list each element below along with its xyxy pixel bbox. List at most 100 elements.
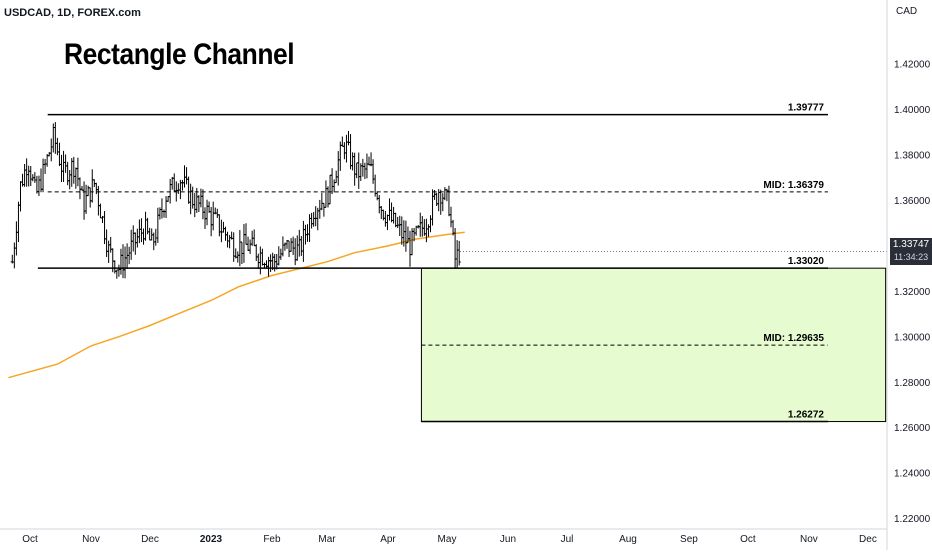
ohlc-bar [324, 180, 328, 208]
ohlc-bar [131, 225, 135, 252]
x-tick-label: Dec [859, 534, 877, 545]
ohlc-bar [223, 226, 228, 241]
ohlc-bar [27, 165, 31, 187]
ohlc-bar [457, 240, 461, 266]
ohlc-bar [355, 162, 359, 179]
ohlc-bar [258, 246, 262, 275]
ohlc-bar [186, 176, 191, 204]
ohlc-bar [164, 196, 168, 218]
ohlc-bar [18, 181, 23, 212]
ohlc-bar [182, 165, 187, 188]
ohlc-bar [207, 201, 211, 213]
ohlc-bar [260, 248, 264, 266]
ohlc-bar [297, 229, 301, 257]
x-tick-label: Nov [82, 534, 100, 545]
ohlc-bar [408, 230, 412, 267]
y-tick-label: 1.22000 [894, 514, 931, 525]
level-label: MID: 1.36379 [763, 180, 824, 191]
ohlc-bar [141, 228, 146, 245]
ohlc-bar [396, 216, 400, 229]
ohlc-bar [238, 230, 242, 267]
ohlc-bar [389, 202, 394, 223]
ohlc-bar [346, 130, 351, 146]
ohlc-bar [447, 185, 451, 217]
level-line-group: MID: 1.29635 [421, 333, 828, 346]
ohlc-bar [225, 231, 230, 248]
ohlc-bar [135, 228, 139, 248]
ohlc-bar [242, 224, 246, 263]
ohlc-bar [55, 137, 59, 156]
ohlc-bar [16, 201, 21, 243]
ohlc-bar [287, 240, 291, 257]
channel-levels[interactable]: 1.39777 MID: 1.36379 1.33020 MID: 1.29635 1.… [37, 103, 887, 423]
ohlc-bar [426, 224, 431, 237]
ohlc-bar [217, 214, 221, 237]
ohlc-bar [353, 152, 357, 186]
ohlc-bar [107, 240, 111, 263]
ohlc-bar [139, 218, 144, 243]
ohlc-bar [168, 178, 172, 204]
ohlc-bar [191, 186, 195, 209]
ohlc-bar [449, 206, 453, 228]
ohlc-bar [78, 177, 82, 200]
ohlc-bar [268, 254, 273, 272]
ohlc-bar [98, 203, 103, 219]
ohlc-bar [68, 169, 72, 190]
ohlc-bar [336, 151, 340, 186]
ohlc-bar [219, 219, 223, 243]
x-tick-label: Dec [141, 534, 159, 545]
ohlc-bar [385, 214, 390, 231]
ohlc-bar [281, 236, 285, 257]
ohlc-bar [418, 212, 422, 237]
ohlc-bar [328, 174, 332, 205]
x-tick-label: Jun [500, 534, 516, 545]
last-price-badge: 1.33747 11:34:23 [890, 238, 932, 265]
ohlc-bar [152, 232, 156, 251]
ohlc-bar [84, 184, 88, 214]
ohlc-bar [365, 153, 369, 179]
y-tick-label: 1.24000 [894, 469, 931, 480]
ohlc-bar [12, 242, 16, 269]
ohlc-bar [205, 199, 209, 226]
ohlc-bar [367, 156, 371, 166]
ohlc-bar [137, 219, 141, 244]
ohlc-bar [162, 209, 166, 218]
ohlc-bar [143, 211, 148, 241]
last-price-value: 1.33747 [892, 239, 930, 250]
x-tick-label: May [438, 534, 457, 545]
y-tick-label: 1.40000 [894, 105, 931, 116]
symbol-label[interactable]: USDCAD, 1D, FOREX.com [4, 7, 141, 19]
ohlc-bar [119, 248, 123, 275]
ohlc-bar [252, 229, 256, 247]
ohlc-bar [211, 201, 215, 231]
ohlc-bar [244, 223, 248, 245]
x-tick-label: Feb [263, 534, 281, 545]
ohlc-bar [275, 254, 279, 270]
ohlc-bar [90, 169, 94, 203]
ohlc-bar [14, 221, 18, 256]
ohlc-bar [322, 202, 326, 217]
ohlc-bar [369, 152, 373, 167]
ohlc-bar [57, 142, 62, 167]
ohlc-bar [86, 185, 90, 197]
level-label: 1.33020 [788, 256, 825, 267]
ohlc-bar [33, 172, 37, 183]
ohlc-bar [35, 175, 39, 194]
level-label: 1.26272 [788, 410, 825, 421]
ohlc-bar [170, 176, 174, 190]
ohlc-bar [391, 206, 396, 224]
ohlc-bar [154, 228, 158, 246]
ohlc-bar [332, 179, 336, 193]
ohlc-bar [22, 163, 27, 187]
ohlc-bar [428, 215, 433, 233]
ohlc-bar [289, 238, 293, 252]
ohlc-bar [123, 246, 127, 279]
ohlc-bar [312, 211, 316, 227]
ohlc-bar [172, 173, 176, 192]
ohlc-bar [443, 187, 447, 201]
ohlc-bar [232, 232, 236, 262]
ohlc-bar [129, 229, 133, 260]
